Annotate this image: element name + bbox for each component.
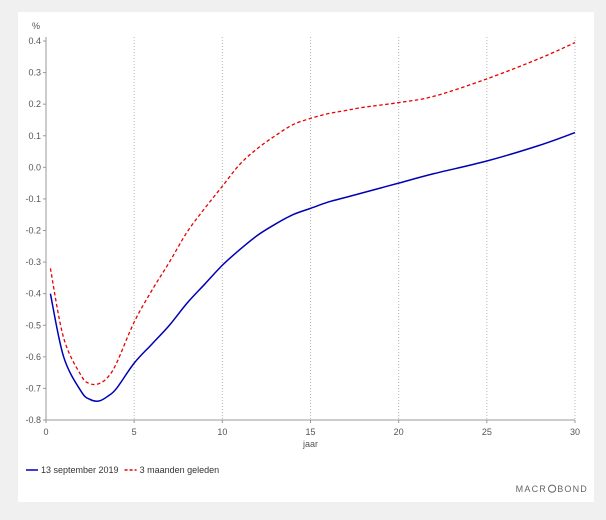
x-tick-label: 20 bbox=[394, 427, 404, 437]
y-tick-label: 0.3 bbox=[28, 68, 41, 78]
series-lines bbox=[49, 41, 576, 402]
x-tick-label: 5 bbox=[132, 427, 137, 437]
y-tick-label: 0.1 bbox=[28, 131, 41, 141]
y-tick-label: -0.2 bbox=[25, 226, 41, 236]
x-tick-label: 30 bbox=[570, 427, 580, 437]
y-tick-label: -0.1 bbox=[25, 194, 41, 204]
y-tick-label: -0.3 bbox=[25, 257, 41, 267]
y-tick-label: 0.0 bbox=[28, 162, 41, 172]
x-tick-label: 0 bbox=[43, 427, 48, 437]
axes: -0.8 -0.7 -0.6 -0.5 -0.4 -0.3 -0.2 -0.1 0.0 0.1 0.… bbox=[25, 36, 580, 437]
series-line-1 bbox=[49, 131, 576, 402]
y-tick-label: 0.2 bbox=[28, 99, 41, 109]
circle-o-logo-icon bbox=[547, 484, 557, 493]
x-tick-label: 10 bbox=[217, 427, 227, 437]
x-tick-label: 25 bbox=[482, 427, 492, 437]
legend-label-1: 13 september 2019 bbox=[41, 465, 119, 475]
y-tick-label: 0.4 bbox=[28, 36, 41, 46]
chart-frame: -0.8 -0.7 -0.6 -0.5 -0.4 -0.3 -0.2 -0.1 0.0 0.1 0.… bbox=[18, 12, 594, 502]
y-tick-label: -0.8 bbox=[25, 415, 41, 425]
brand-logo: MACR BOND bbox=[516, 484, 588, 494]
brand-text-left: MACR bbox=[516, 484, 547, 494]
gridlines bbox=[133, 37, 576, 420]
yield-curve-chart: -0.8 -0.7 -0.6 -0.5 -0.4 -0.3 -0.2 -0.1 0.0 0.1 0.… bbox=[25, 21, 588, 494]
y-tick-label: -0.6 bbox=[25, 352, 41, 362]
legend: 13 september 2019 3 maanden geleden bbox=[26, 465, 219, 475]
series-line-2 bbox=[49, 41, 576, 386]
legend-label-2: 3 maanden geleden bbox=[140, 465, 220, 475]
y-axis-unit-label: % bbox=[32, 21, 40, 31]
x-tick-label: 15 bbox=[305, 427, 315, 437]
x-axis-title: jaar bbox=[302, 439, 318, 449]
brand-text-right: BOND bbox=[557, 484, 588, 494]
y-tick-label: -0.4 bbox=[25, 289, 41, 299]
y-tick-label: -0.7 bbox=[25, 383, 41, 393]
y-tick-label: -0.5 bbox=[25, 320, 41, 330]
